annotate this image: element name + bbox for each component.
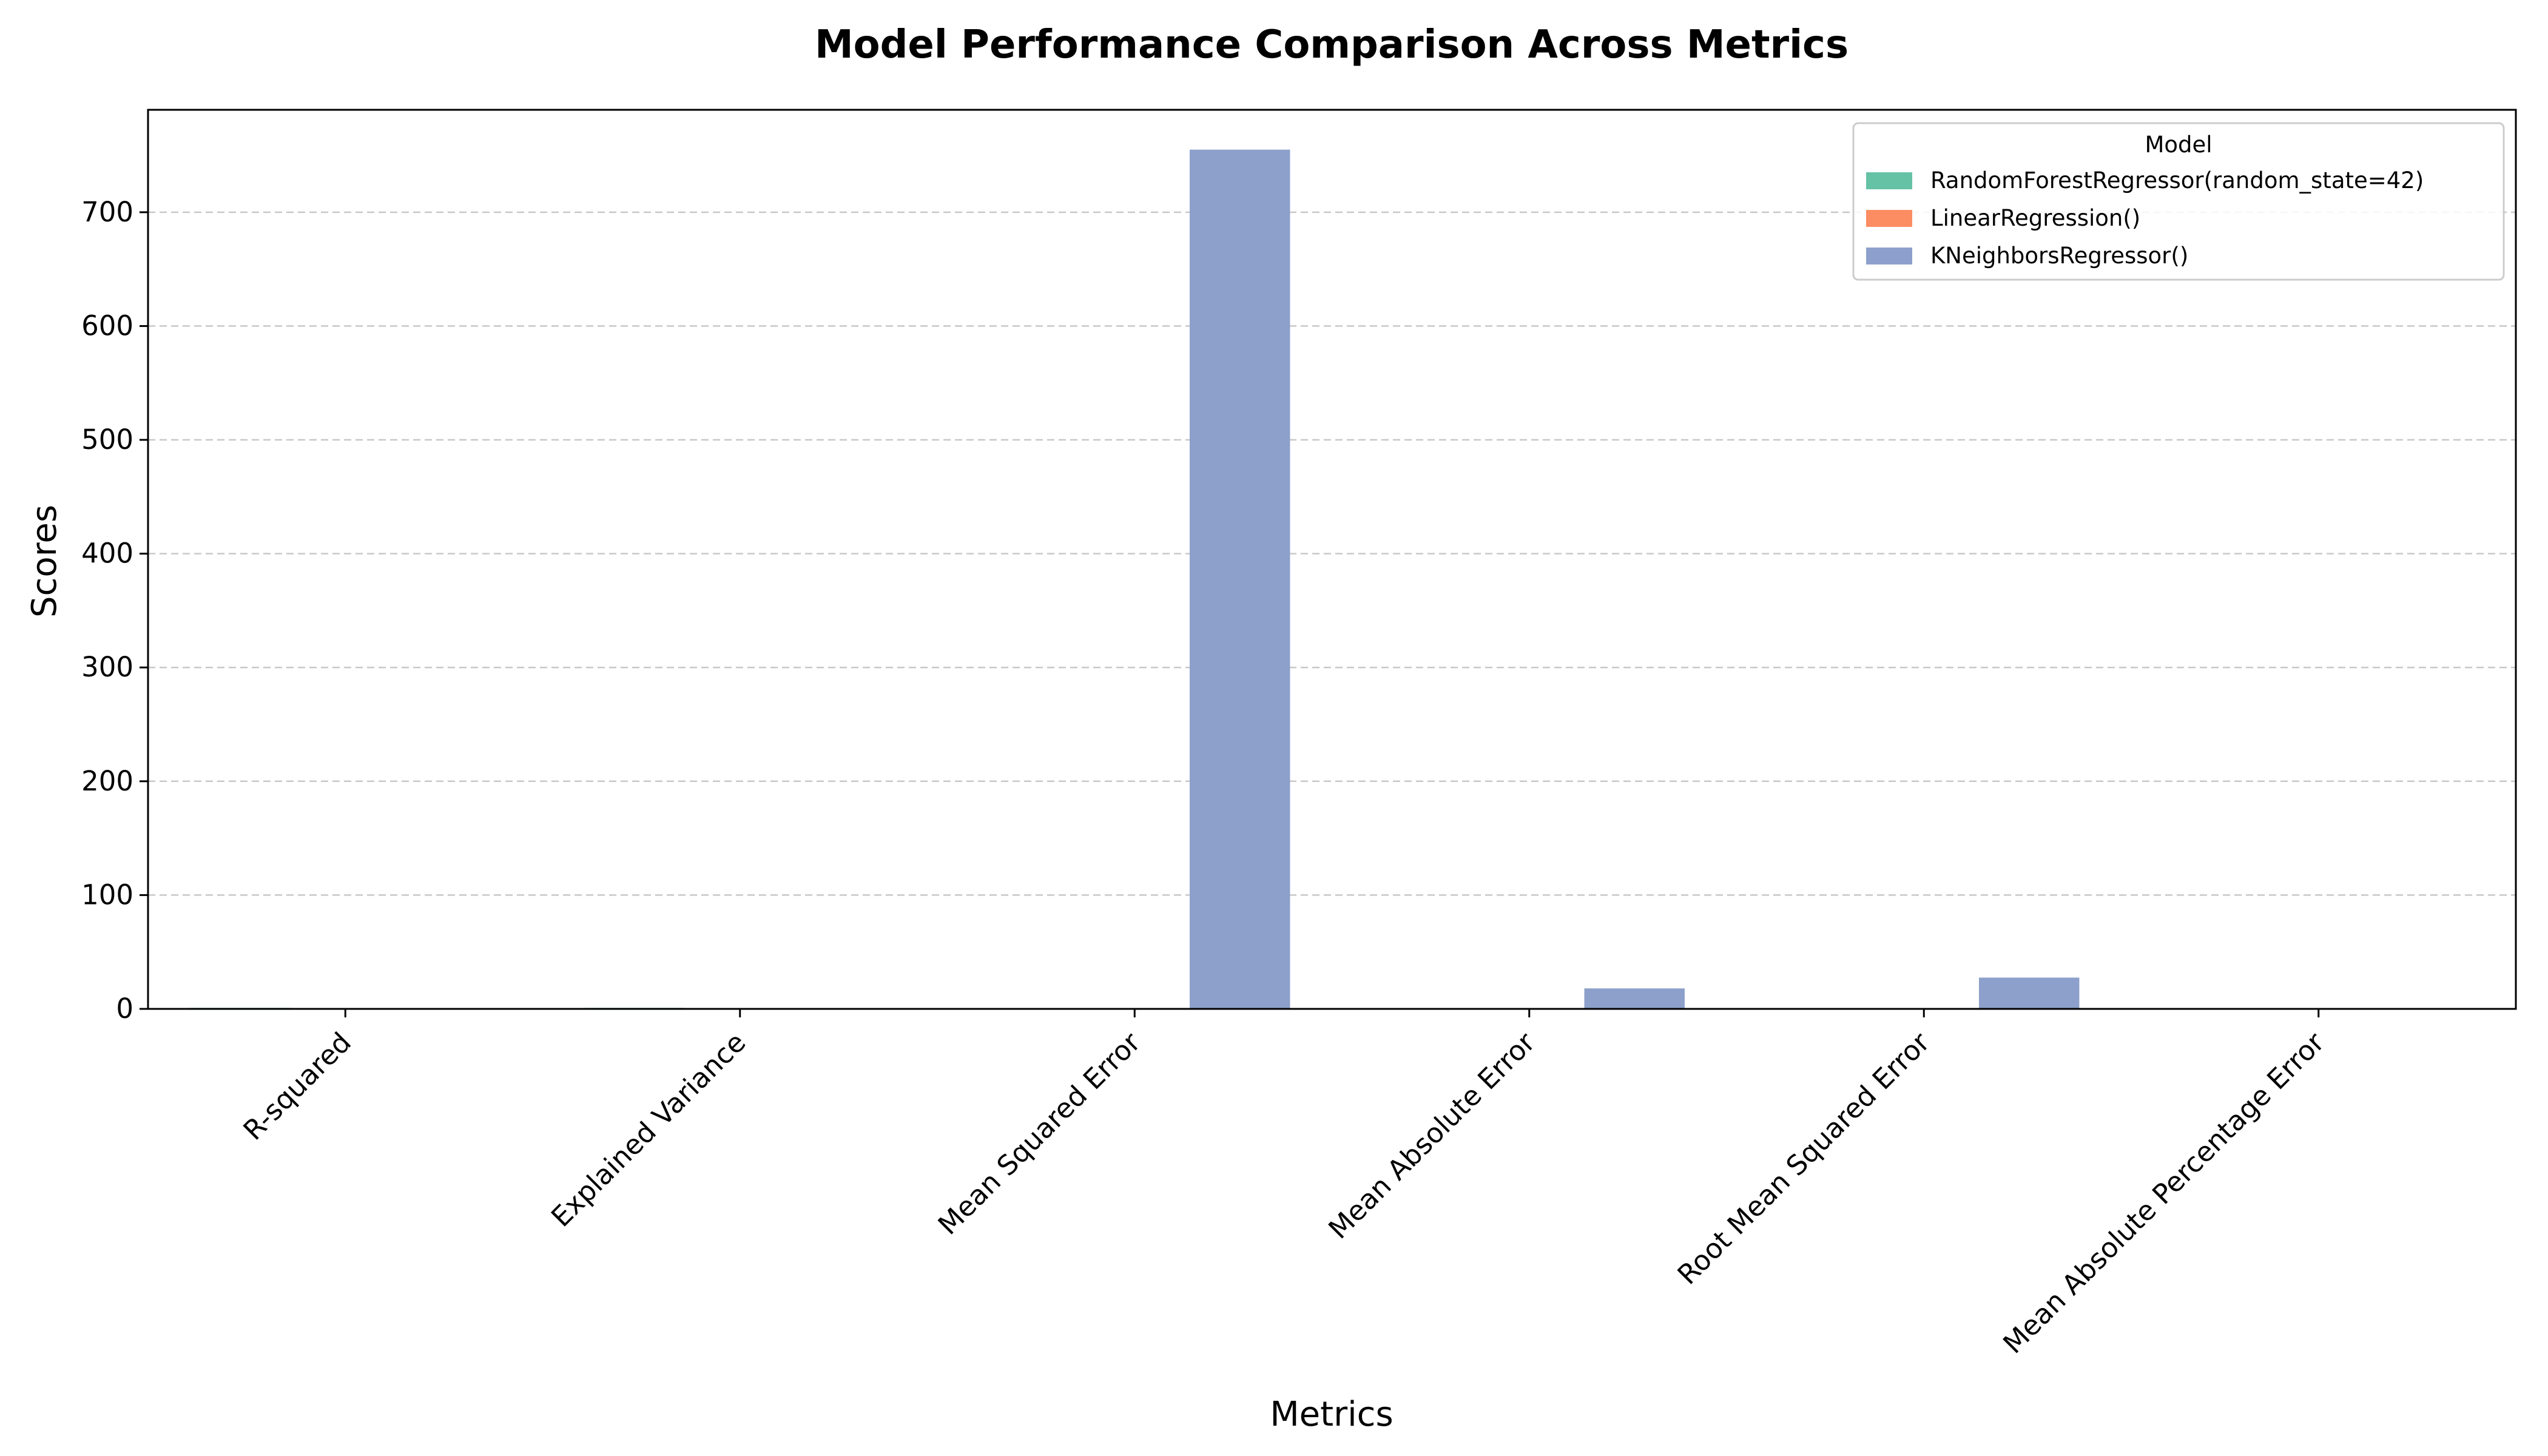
y-tick-label: 200: [81, 765, 133, 797]
legend: Model RandomForestRegressor(random_state…: [1852, 122, 2505, 281]
legend-label: KNeighborsRegressor(): [1930, 243, 2188, 269]
bars: [190, 149, 2474, 1009]
legend-box: [1852, 122, 2505, 281]
legend-swatch: [1866, 248, 1912, 265]
plot-area-frame: [147, 109, 2517, 1010]
y-axis-ticks: 0 100 200 300 400 500 600 700: [81, 196, 148, 1025]
y-tick-label: 400: [81, 538, 133, 570]
y-tick-label: 700: [81, 196, 133, 228]
legend-title: Model: [2145, 132, 2212, 158]
bar: [1189, 149, 1290, 1009]
y-gridlines: [148, 211, 2516, 896]
legend-swatch: [1866, 172, 1912, 189]
bar: [1978, 977, 2080, 1009]
bar: [1584, 988, 1685, 1009]
chart-title: Model Performance Comparison Across Metr…: [815, 22, 1849, 67]
y-tick-label: 600: [81, 309, 133, 342]
y-tick-label: 0: [116, 993, 133, 1025]
legend-label: LinearRegression(): [1930, 205, 2140, 231]
y-tick-label: 300: [81, 651, 133, 683]
legend-swatch: [1866, 210, 1912, 227]
y-tick-label: 500: [81, 423, 133, 456]
legend-items: RandomForestRegressor(random_state=42) Li…: [1866, 167, 2424, 269]
y-axis-label: Scores: [25, 505, 64, 618]
x-axis-label: Metrics: [1270, 1395, 1393, 1434]
y-tick-label: 100: [81, 878, 133, 911]
legend-label: RandomForestRegressor(random_state=42): [1930, 167, 2424, 194]
